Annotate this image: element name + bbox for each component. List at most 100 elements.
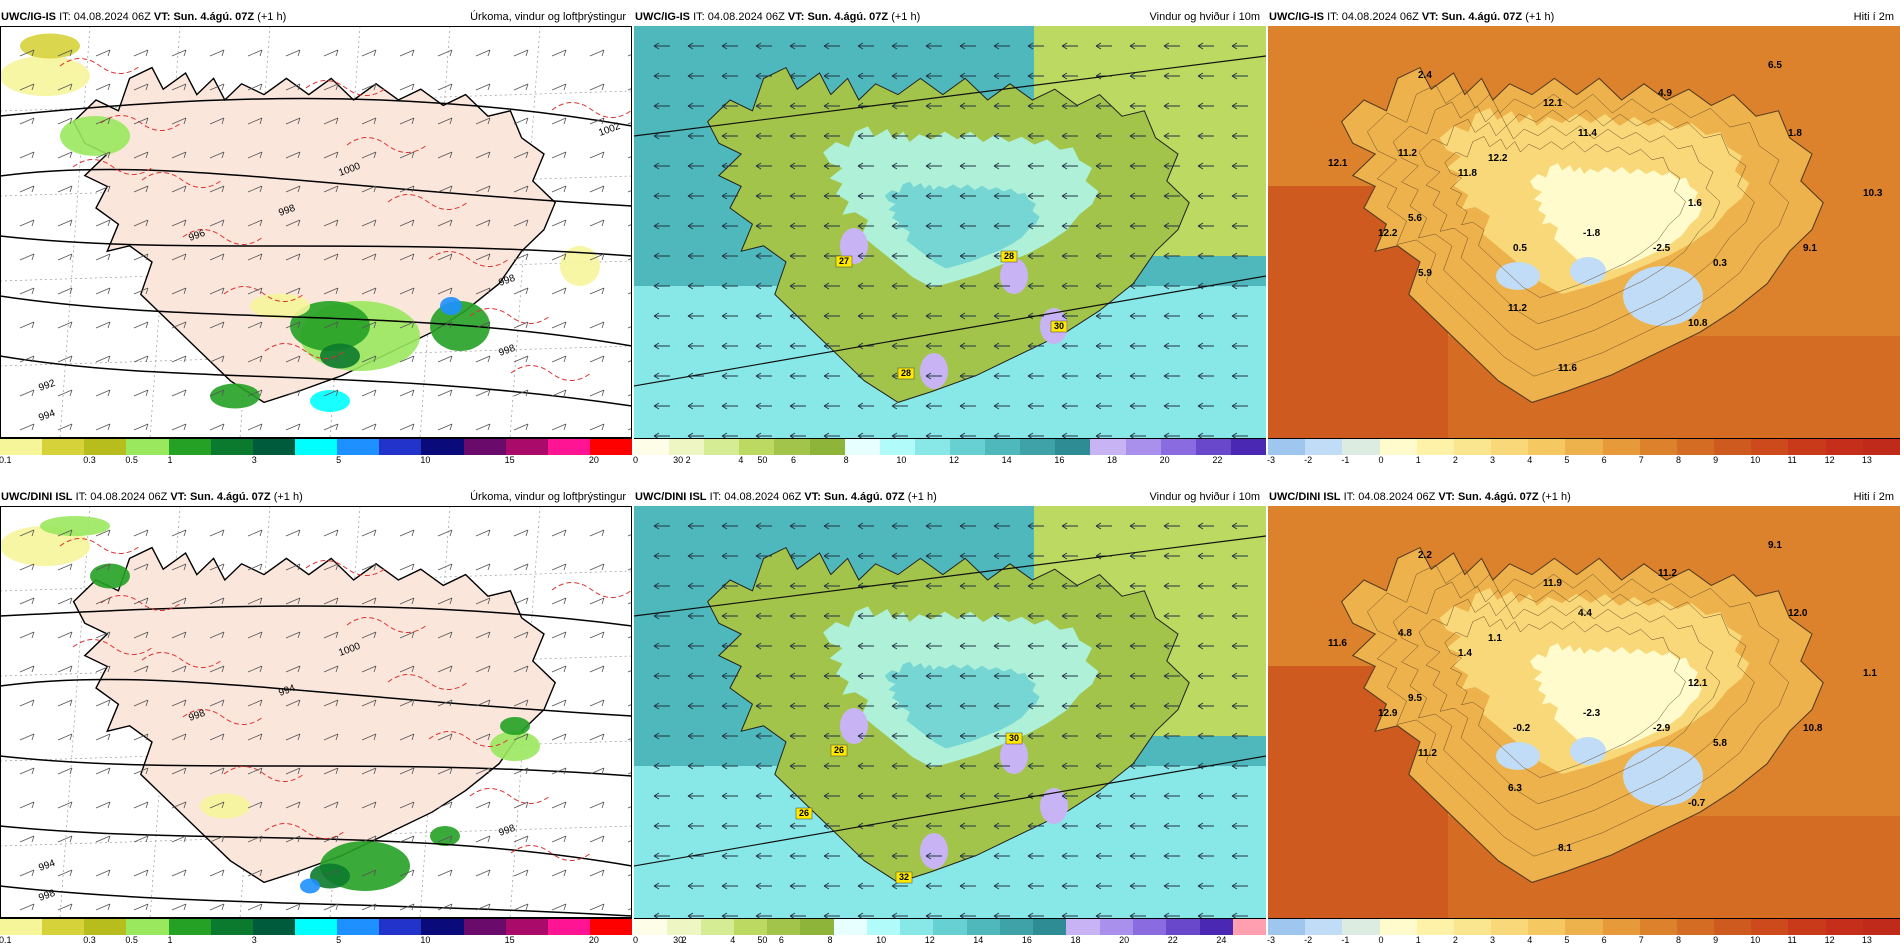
- temperature-label: 10.8: [1688, 318, 1708, 329]
- wind-barb: [589, 151, 605, 159]
- colorbar-swatch: [1453, 919, 1492, 935]
- colorbar-swatch: [252, 439, 295, 455]
- colorbar-tick-label: 30: [673, 455, 684, 465]
- wind-barb: [133, 903, 149, 911]
- isobar: [0, 235, 632, 257]
- wind-arrow: [891, 72, 908, 80]
- wind-arrow: [823, 162, 840, 170]
- wind-barb: [513, 219, 529, 227]
- wind-barb: [133, 835, 149, 843]
- wind-arrow: [1027, 162, 1044, 170]
- temperature-contour: [346, 617, 428, 633]
- gust-label: 32: [899, 872, 909, 882]
- wind-barb: [551, 903, 567, 911]
- temperature-label: 11.2: [1508, 303, 1527, 314]
- wind-barb: [551, 287, 567, 295]
- wind-barb: [551, 185, 567, 193]
- colorbar-tick-label: 5: [336, 455, 342, 465]
- precip-area: [490, 731, 540, 761]
- wind-barb: [513, 389, 529, 397]
- wind-arrow: [687, 552, 704, 560]
- wind-barb: [551, 389, 567, 397]
- wind-arrow: [1197, 522, 1214, 530]
- wind-barb: [437, 117, 453, 125]
- wind-arrow: [1129, 612, 1146, 620]
- wind-arrow: [1095, 822, 1112, 830]
- wind-barb: [209, 321, 225, 329]
- wind-map[interactable]: 26 26 30 32: [634, 506, 1266, 918]
- wind-arrow: [959, 72, 976, 80]
- temperature-label: 5.8: [1713, 738, 1727, 749]
- wind-barb: [399, 321, 415, 329]
- precip-map[interactable]: 1000 998 996 998 994 992 1002 998: [0, 26, 632, 438]
- wind-arrow: [1095, 222, 1112, 230]
- wind-barb: [19, 631, 35, 639]
- wind-barb: [475, 903, 491, 911]
- wind-barb: [399, 563, 415, 571]
- wind-barb: [475, 389, 491, 397]
- wind-arrow: [1061, 912, 1078, 918]
- panel-variable-title: Hiti í 2m: [1853, 491, 1894, 503]
- colorbar-swatch: [1862, 919, 1900, 935]
- colorbar-tick-label: 15: [504, 455, 515, 465]
- wind-barb: [399, 597, 415, 605]
- wind-barb: [627, 121, 632, 125]
- wind-arrow: [653, 42, 670, 50]
- gust-label: 28: [1004, 251, 1014, 261]
- temp-map[interactable]: 2.2 9.1 11.9 11.2 4.8 4.4 12.0 11.6 1.1 1.4 12.1 1.…: [1268, 506, 1900, 918]
- wind-arrow: [891, 672, 908, 680]
- wind-arrow: [823, 402, 840, 410]
- wind-arrow: [1061, 312, 1078, 320]
- wind-barb: [19, 665, 35, 673]
- wind-arrow: [1061, 732, 1078, 740]
- colorbar-swatch: [84, 919, 127, 935]
- gust-label: 26: [834, 745, 844, 755]
- wind-arrow: [993, 312, 1010, 320]
- temperature-label: 1.1: [1863, 668, 1877, 679]
- colorbar-tick-label: -1: [1341, 935, 1350, 945]
- wind-arrow: [653, 372, 670, 380]
- wind-arrow: [925, 582, 942, 590]
- wind-arrow: [1027, 372, 1044, 380]
- wind-barb: [19, 355, 35, 363]
- wind-barb: [247, 597, 263, 605]
- gust-area: [920, 833, 948, 869]
- temperature-contour: [510, 845, 592, 861]
- wind-barb: [513, 597, 529, 605]
- colorbar-tick-label: 16: [1021, 935, 1032, 945]
- wind-arrow: [1197, 582, 1214, 590]
- wind-barb: [627, 907, 632, 911]
- wind-arrow: [755, 582, 772, 590]
- temp-map[interactable]: 2.4 6.5 12.1 4.9 11.2 11.4 1.8 12.1 12.2 11.8 1.6 1…: [1268, 26, 1900, 438]
- precip-map[interactable]: 1000 994 998 998 998 994: [0, 506, 632, 918]
- wind-arrow: [1095, 432, 1112, 438]
- wind-arrow: [1231, 732, 1248, 740]
- temperature-label: 4.9: [1658, 88, 1672, 99]
- wind-arrow: [959, 222, 976, 230]
- it-value: 04.08.2024 06Z: [724, 491, 802, 503]
- wind-arrow: [653, 192, 670, 200]
- wind-barb: [323, 903, 339, 911]
- wind-barb: [57, 801, 73, 809]
- wind-arrow: [1231, 642, 1248, 650]
- wind-map[interactable]: 27 28 28 30: [634, 26, 1266, 438]
- temperature-label: -0.2: [1513, 723, 1531, 734]
- colorbar-swatch: [800, 919, 834, 935]
- wind-barb: [589, 117, 605, 125]
- wind-arrow: [857, 792, 874, 800]
- wind-barb: [19, 389, 35, 397]
- colorbar-tick-label: 1: [1415, 935, 1421, 945]
- colorbar-tick-label: 0: [633, 455, 639, 465]
- wind-arrow: [1027, 912, 1044, 918]
- wind-arrow: [1027, 732, 1044, 740]
- wind-barb: [513, 529, 529, 537]
- wind-arrow: [959, 42, 976, 50]
- wind-arrow: [1027, 132, 1044, 140]
- wind-arrow: [1061, 282, 1078, 290]
- gust-label: 30: [1054, 321, 1064, 331]
- wind-barb: [19, 423, 35, 431]
- wind-arrow: [959, 132, 976, 140]
- wind-arrow: [721, 372, 738, 380]
- wind-arrow: [1095, 282, 1112, 290]
- wind-barb: [247, 49, 263, 57]
